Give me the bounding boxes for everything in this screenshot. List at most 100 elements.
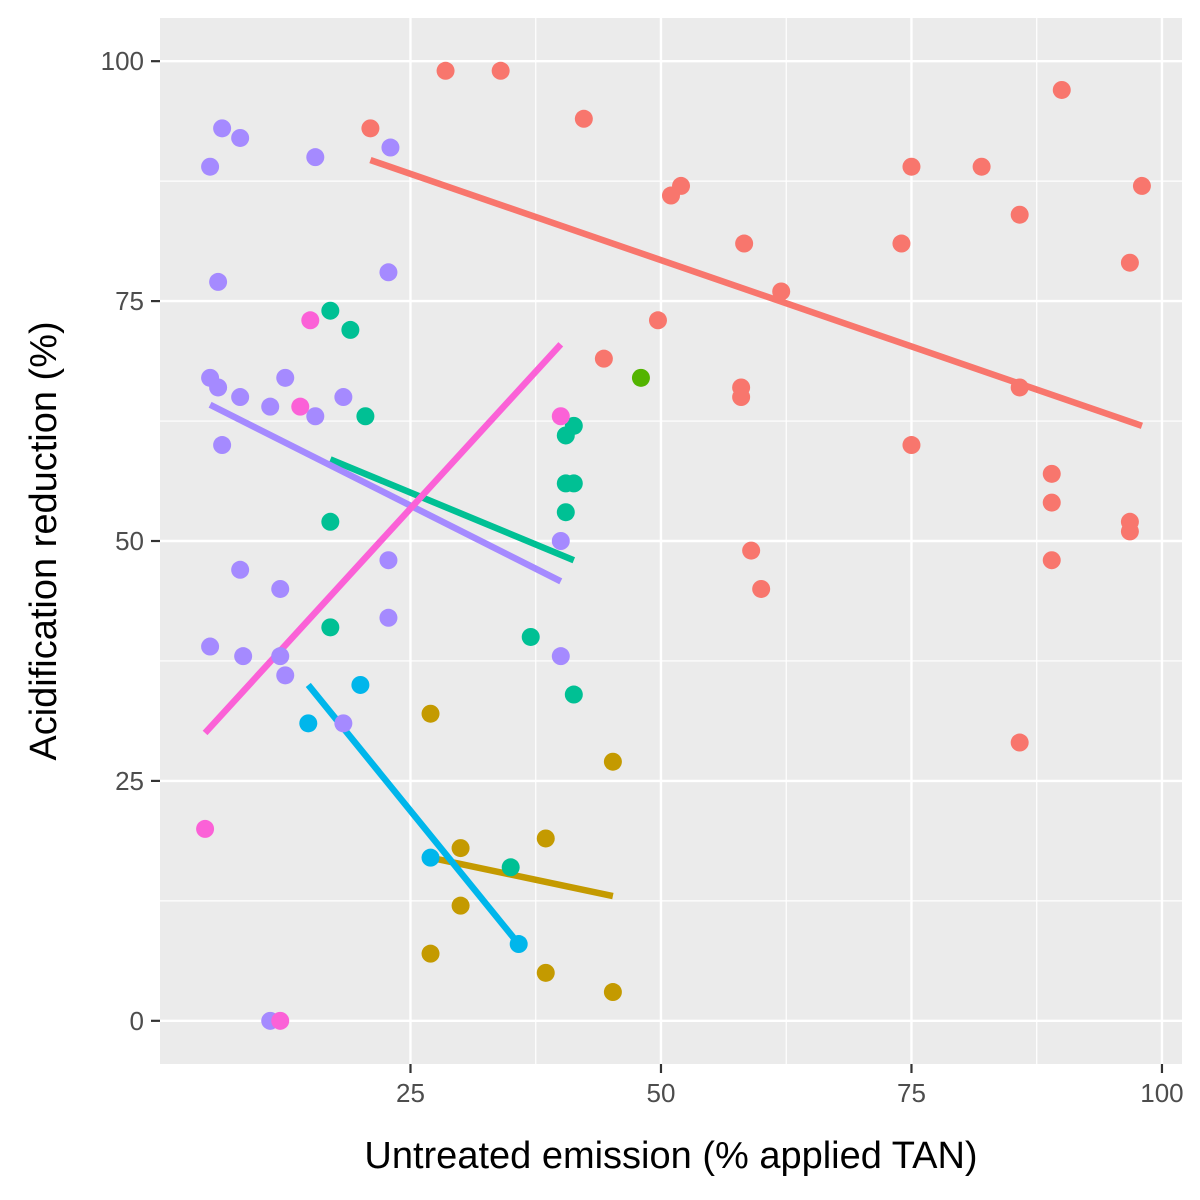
data-point — [603, 983, 622, 1002]
data-point — [672, 176, 691, 195]
trend-line — [329, 456, 576, 564]
data-point — [491, 61, 510, 80]
data-point — [902, 436, 921, 455]
data-point — [556, 503, 575, 522]
data-point — [341, 320, 360, 339]
data-point — [536, 829, 555, 848]
data-point — [231, 560, 250, 579]
data-point — [648, 311, 667, 330]
data-point — [379, 263, 398, 282]
data-point — [1010, 378, 1029, 397]
x-tick-label: 25 — [396, 1078, 425, 1108]
x-axis-title: Untreated emission (% applied TAN) — [364, 1135, 977, 1177]
data-point — [271, 579, 290, 598]
data-point — [321, 618, 340, 637]
data-point — [271, 1011, 290, 1030]
data-point — [451, 839, 470, 858]
data-point — [276, 368, 295, 387]
data-point — [201, 637, 220, 656]
y-axis: 0 25 50 75 100 — [101, 46, 160, 1036]
data-point — [972, 157, 991, 176]
data-point — [261, 397, 280, 416]
data-point — [209, 272, 228, 291]
data-point — [381, 138, 400, 157]
data-point — [271, 647, 290, 666]
data-point — [1120, 253, 1139, 272]
data-point — [564, 474, 583, 493]
y-tick-label: 75 — [115, 286, 144, 316]
data-point — [421, 944, 440, 963]
data-point — [501, 858, 520, 877]
data-point — [209, 378, 228, 397]
data-point — [603, 752, 622, 771]
data-point — [379, 551, 398, 570]
data-point — [902, 157, 921, 176]
data-point — [201, 157, 220, 176]
data-point — [892, 234, 911, 253]
data-point — [574, 109, 593, 128]
data-point — [631, 368, 650, 387]
data-point — [306, 148, 325, 167]
data-point — [594, 349, 613, 368]
data-point — [1042, 464, 1061, 483]
y-tick-label: 25 — [115, 766, 144, 796]
data-point — [564, 685, 583, 704]
trend-line — [429, 854, 614, 900]
data-point — [421, 704, 440, 723]
data-point — [299, 714, 318, 733]
data-point — [1010, 205, 1029, 224]
data-point — [321, 301, 340, 320]
data-point — [1042, 551, 1061, 570]
data-point — [291, 397, 310, 416]
data-point — [1052, 80, 1071, 99]
data-point — [301, 311, 320, 330]
y-tick-label: 50 — [115, 526, 144, 556]
data-point — [356, 407, 375, 426]
data-point — [351, 675, 370, 694]
data-point — [231, 388, 250, 407]
data-point — [361, 119, 380, 138]
data-point — [536, 963, 555, 982]
x-axis: 25 50 75 100 — [396, 1064, 1184, 1108]
data-point — [196, 819, 215, 838]
trend-line — [202, 342, 564, 736]
data-point — [436, 61, 455, 80]
y-tick-label: 100 — [101, 46, 144, 76]
data-point — [334, 714, 353, 733]
x-tick-label: 75 — [897, 1078, 926, 1108]
data-point — [306, 407, 325, 426]
y-axis-title: Acidification reduction (%) — [23, 321, 65, 760]
x-tick-label: 100 — [1140, 1078, 1183, 1108]
data-point — [551, 532, 570, 550]
data-point — [509, 935, 528, 954]
data-point — [421, 848, 440, 867]
data-point — [234, 647, 253, 666]
data-point — [1132, 176, 1151, 195]
data-point — [321, 512, 340, 531]
y-tick-label: 0 — [130, 1006, 144, 1036]
data-point — [213, 436, 232, 455]
data-point — [1010, 733, 1029, 752]
data-point — [752, 579, 771, 598]
data-point — [551, 647, 570, 666]
x-tick-label: 50 — [647, 1078, 676, 1108]
trend-line — [208, 401, 563, 585]
data-point — [772, 282, 791, 301]
data-point — [521, 627, 540, 646]
data-point — [276, 666, 295, 685]
data-point — [1042, 493, 1061, 512]
data-point — [334, 388, 353, 407]
data-point — [1120, 522, 1139, 541]
data-point — [231, 128, 250, 147]
data-point — [735, 234, 754, 253]
data-point — [742, 541, 761, 560]
data-point — [732, 388, 751, 407]
data-point — [213, 119, 232, 138]
data-point — [451, 896, 470, 915]
data-point — [564, 416, 583, 435]
major-gridlines — [160, 18, 1182, 1064]
data-points — [196, 61, 1151, 1030]
data-point — [379, 608, 398, 627]
data-point — [551, 407, 570, 426]
